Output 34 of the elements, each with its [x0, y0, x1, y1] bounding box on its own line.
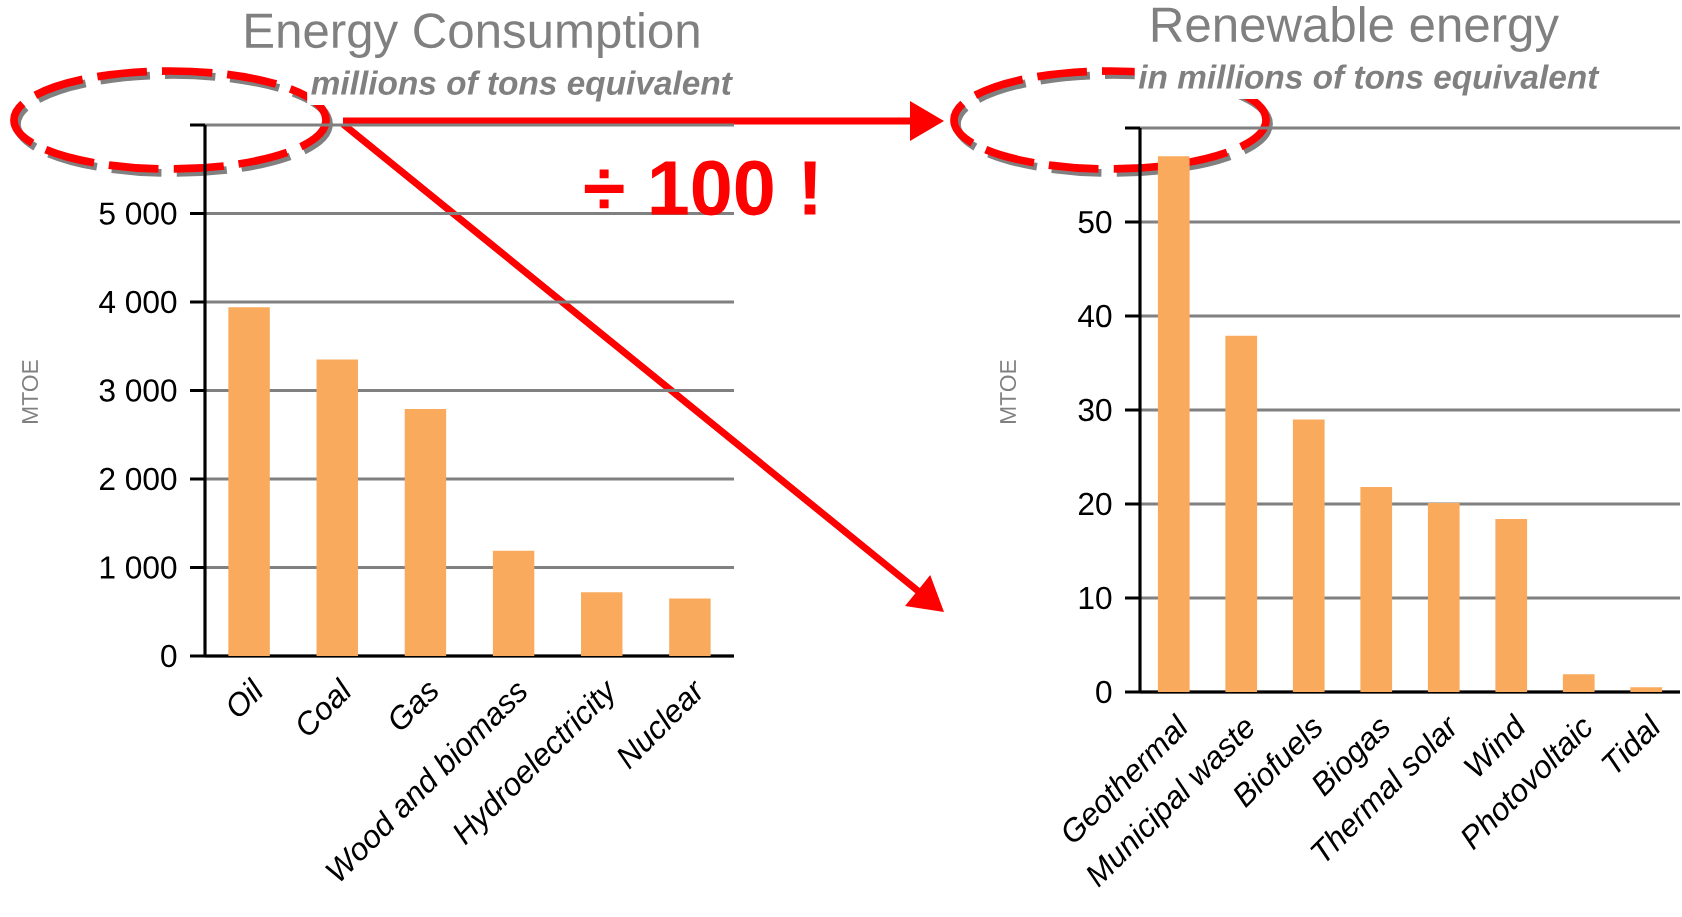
bar	[492, 550, 535, 656]
y-axis-title: MTOE	[21, 360, 39, 423]
x-tick-label: Oil	[228, 676, 263, 717]
y-tick-label: 4 000	[99, 290, 177, 314]
bar	[1360, 487, 1393, 692]
bar	[1427, 503, 1460, 692]
bar	[316, 359, 358, 656]
y-tick-label: 2 000	[100, 467, 177, 491]
y-axis-title: MTOE	[999, 360, 1017, 423]
bar	[1562, 674, 1595, 692]
bar	[404, 409, 447, 656]
chart-subtitle: in millions of tons equivalent	[1138, 64, 1600, 96]
annotation: ÷ 100 !	[584, 160, 816, 216]
bar	[669, 598, 711, 656]
y-tick-label: 50	[1078, 210, 1112, 234]
bar	[228, 307, 270, 656]
bar	[1157, 156, 1190, 692]
y-tick-label: 0	[1096, 680, 1112, 704]
chart-subtitle: millions of tons equivalent	[311, 70, 733, 102]
bar	[1292, 419, 1325, 692]
y-tick-label: 5 000	[99, 202, 177, 225]
bar	[1225, 335, 1258, 692]
y-tick-label: 30	[1078, 398, 1112, 422]
y-tick-label: 1 000	[100, 556, 177, 579]
bar	[1630, 687, 1663, 692]
y-tick-label: 20	[1079, 492, 1112, 516]
chart-title: Renewable energy	[1152, 6, 1559, 52]
bar	[581, 592, 623, 656]
y-tick-label: 40	[1078, 304, 1112, 328]
y-tick-label: 0	[161, 644, 177, 668]
y-tick-label: 3 000	[99, 379, 177, 402]
y-tick-label: 10	[1079, 586, 1112, 610]
chart-title: Energy Consumption	[246, 12, 699, 58]
bar	[1495, 519, 1528, 692]
